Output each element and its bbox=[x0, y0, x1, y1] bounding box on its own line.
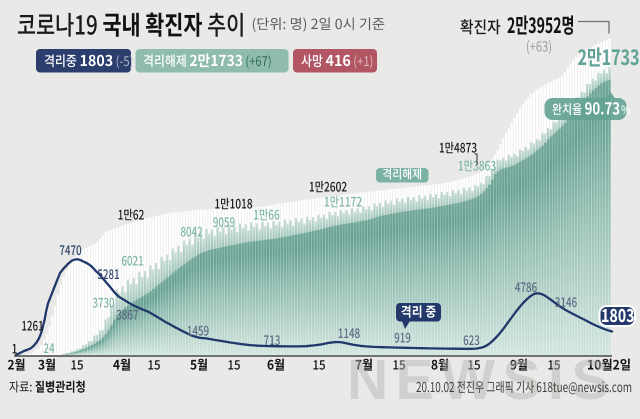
svg-text:NEWSIS: NEWSIS bbox=[347, 348, 617, 412]
